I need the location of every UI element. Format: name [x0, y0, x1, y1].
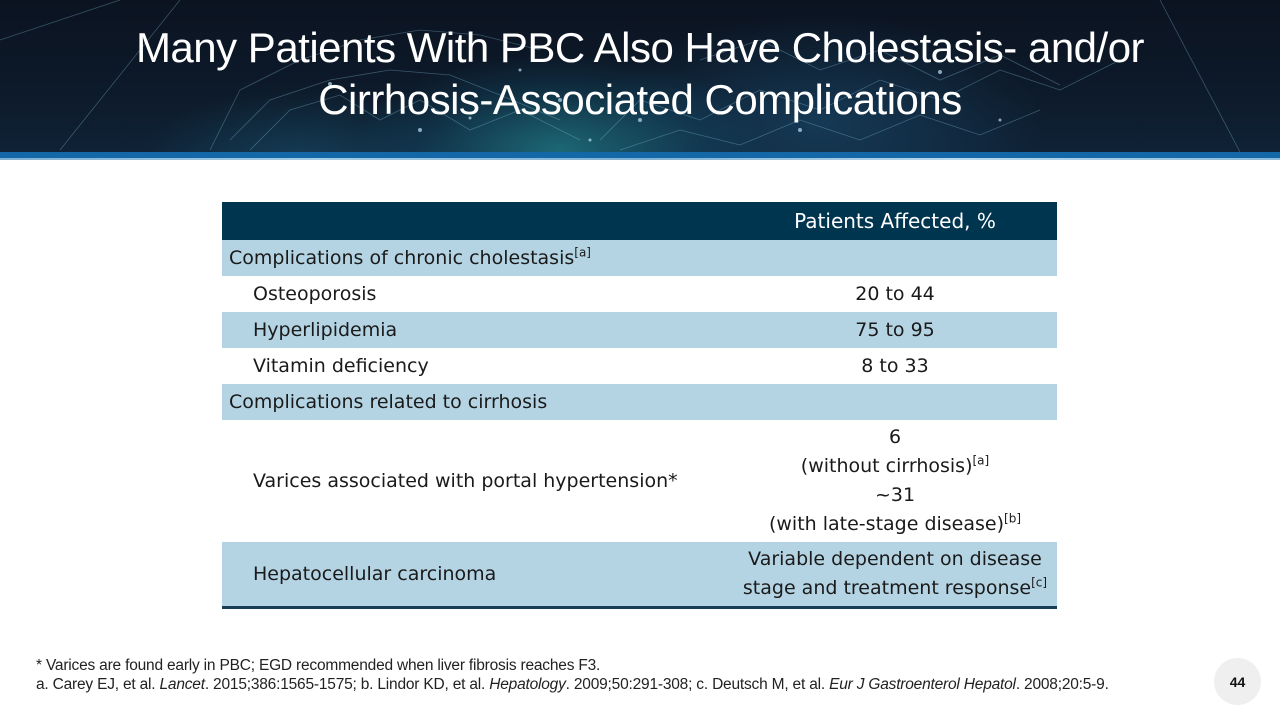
banner-stripe: [0, 152, 1280, 158]
row-label: Varices associated with portal hypertens…: [253, 469, 678, 492]
footnotes: * Varices are found early in PBC; EGD re…: [36, 656, 1206, 694]
table-row: Vitamin deficiency 8 to 33: [222, 348, 1057, 384]
table-row: Hepatocellular carcinoma Variable depend…: [222, 542, 1057, 609]
row-label: Hepatocellular carcinoma: [222, 542, 733, 609]
complications-table: Patients Affected, % Complications of ch…: [222, 202, 1057, 609]
title-banner: Many Patients With PBC Also Have Cholest…: [0, 0, 1280, 152]
ref-sup: [a]: [574, 245, 591, 260]
table-row: Hyperlipidemia 75 to 95: [222, 312, 1057, 348]
table-header-row: Patients Affected, %: [222, 202, 1057, 240]
row-label: Osteoporosis: [253, 283, 377, 305]
banner-stripe-accent: [0, 158, 1280, 160]
ref-sup: [a]: [972, 453, 990, 468]
row-label: Hyperlipidemia: [222, 312, 733, 348]
ref-sup: [c]: [1031, 575, 1048, 590]
network-graphic-icon: [0, 0, 1241, 152]
row-value: 20 to 44: [855, 283, 935, 305]
section-row-cholestasis: Complications of chronic cholestasis[a]: [222, 240, 1057, 276]
row-value: Variable dependent on disease stage and …: [733, 542, 1057, 609]
asterisk-footnote: * Varices are found early in PBC; EGD re…: [36, 657, 601, 674]
references: a. Carey EJ, et al. Lancet. 2015;386:156…: [36, 676, 1109, 693]
row-label: Vitamin deficiency: [253, 355, 429, 377]
section-row-cirrhosis: Complications related to cirrhosis: [222, 384, 1057, 420]
header-col1: [222, 202, 733, 240]
row-value: 75 to 95: [733, 312, 1057, 348]
table-row: Osteoporosis 20 to 44: [222, 276, 1057, 312]
header-patients-affected: Patients Affected, %: [733, 202, 1057, 240]
slide-title-line2: Cirrhosis-Associated Complications: [318, 76, 962, 123]
section-label: Complications of chronic cholestasis[a]: [222, 240, 733, 276]
slide-title-line1: Many Patients With PBC Also Have Cholest…: [135, 24, 1145, 71]
row-value: 6 (without cirrhosis)[a] ~31 (with late-…: [768, 426, 1022, 535]
section-label: Complications related to cirrhosis: [222, 384, 733, 420]
ref-sup: [b]: [1004, 511, 1022, 526]
page-number-badge: 44: [1214, 658, 1261, 705]
table-row: Varices associated with portal hypertens…: [222, 420, 1057, 542]
slide-title: Many Patients With PBC Also Have Cholest…: [40, 22, 1240, 126]
row-value: 8 to 33: [861, 355, 929, 377]
